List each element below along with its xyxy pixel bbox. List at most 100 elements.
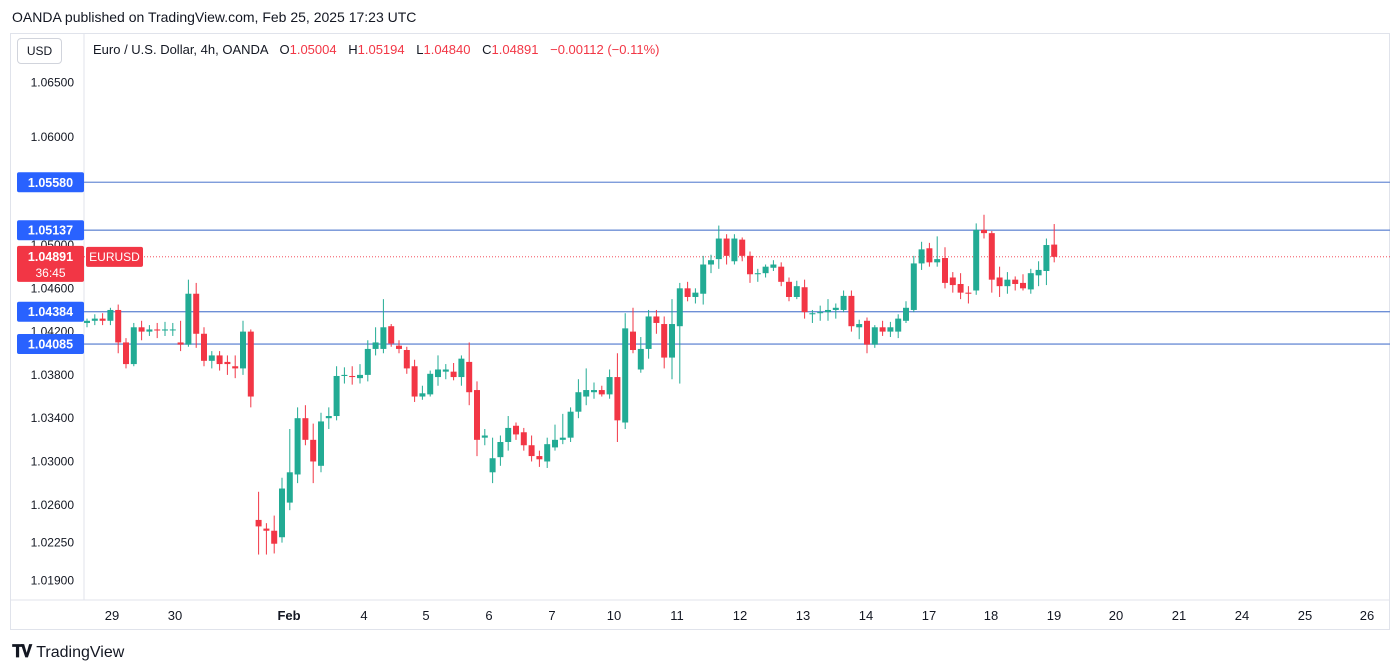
y-tick-label: 1.03800 xyxy=(31,368,75,382)
candle-body xyxy=(708,260,714,265)
candle-body xyxy=(138,327,145,332)
candle-body xyxy=(474,390,480,440)
level-badge xyxy=(17,172,84,193)
candle-body xyxy=(115,309,122,343)
y-tick-label: 1.03400 xyxy=(31,411,75,425)
candle-body xyxy=(786,281,792,297)
candle-body xyxy=(910,263,917,310)
x-tick-label: 10 xyxy=(607,608,621,623)
x-tick-label: 25 xyxy=(1298,608,1312,623)
candle-body xyxy=(926,248,933,263)
candle-body xyxy=(848,295,855,327)
candle-body xyxy=(606,377,613,395)
candle-body xyxy=(817,312,824,314)
candle-body xyxy=(637,348,644,370)
open-value: 1.05004 xyxy=(289,42,337,57)
x-tick-label: 30 xyxy=(168,608,182,623)
candle-body xyxy=(778,266,785,282)
x-tick-label: 7 xyxy=(548,608,555,623)
candle-body xyxy=(91,318,98,321)
candle-body xyxy=(201,333,207,361)
candle-body xyxy=(973,229,980,291)
candle-body xyxy=(240,331,246,369)
level-badge xyxy=(17,220,84,241)
candle-body xyxy=(497,441,504,458)
candle-body xyxy=(559,437,566,440)
low-value: 1.04840 xyxy=(423,42,471,57)
candle-body xyxy=(825,309,831,313)
candle-body xyxy=(622,328,629,423)
x-tick-label: 4 xyxy=(360,608,367,623)
candle-body xyxy=(403,350,410,369)
candle-body xyxy=(396,345,402,349)
x-tick-label: 17 xyxy=(922,608,936,623)
candle-body xyxy=(279,488,285,538)
candle-body xyxy=(419,393,426,397)
level-badge xyxy=(17,334,84,355)
candle-body xyxy=(856,324,863,328)
candle-body xyxy=(177,342,184,345)
candle-body xyxy=(723,238,730,256)
candle-body xyxy=(505,427,512,442)
candle-body xyxy=(575,392,582,412)
candle-body xyxy=(357,374,363,379)
candle-body xyxy=(700,264,707,294)
candle-body xyxy=(247,331,254,397)
candle-body xyxy=(372,342,379,349)
x-tick-label: 19 xyxy=(1047,608,1061,623)
y-tick-label: 1.06500 xyxy=(31,76,75,90)
candle-body xyxy=(864,320,870,345)
candle-body xyxy=(1043,245,1050,272)
y-tick-label: 1.02600 xyxy=(31,498,75,512)
candle-body xyxy=(598,390,605,395)
countdown-label: 36:45 xyxy=(35,266,65,280)
x-tick-label: 21 xyxy=(1172,608,1186,623)
x-tick-label: Feb xyxy=(277,608,300,623)
x-tick-label: 29 xyxy=(105,608,119,623)
candle-body xyxy=(489,458,496,473)
candle-body xyxy=(918,249,925,264)
y-tick-label: 1.02250 xyxy=(31,536,75,550)
candle-body xyxy=(715,238,722,260)
x-tick-label: 18 xyxy=(984,608,998,623)
candle-body xyxy=(567,411,574,438)
candle-body xyxy=(224,361,231,365)
candle-body xyxy=(318,421,324,466)
candle-body xyxy=(185,293,192,345)
candle-body xyxy=(458,358,465,378)
candle-body xyxy=(271,530,278,544)
candle-body xyxy=(669,324,675,358)
candle-body xyxy=(840,295,847,310)
candle-body xyxy=(107,309,114,321)
x-tick-label: 12 xyxy=(733,608,747,623)
candle-body xyxy=(1004,279,1011,287)
candle-body xyxy=(871,327,878,345)
candle-body xyxy=(349,375,356,378)
level-badge-label: 1.04085 xyxy=(28,338,73,352)
change-value: −0.00112 (−0.11%) xyxy=(550,42,660,57)
candle-body xyxy=(832,307,839,310)
currency-button[interactable]: USD xyxy=(17,38,62,64)
candle-body xyxy=(216,355,223,365)
candle-body xyxy=(996,277,1003,287)
last-price-label: 1.04891 xyxy=(28,250,73,264)
candle-body xyxy=(895,318,902,332)
candle-body xyxy=(193,293,200,334)
candle-body xyxy=(536,456,543,460)
candle-body xyxy=(583,390,590,397)
tradingview-logo[interactable]: 𝐓𝐕 TradingView xyxy=(12,642,125,661)
candle-body xyxy=(146,329,153,332)
candle-body xyxy=(1020,282,1026,289)
open-label: O xyxy=(279,42,290,57)
candle-body xyxy=(130,327,137,365)
candle-body xyxy=(934,259,941,263)
level-badge-label: 1.05580 xyxy=(28,176,73,190)
candle-body xyxy=(770,264,777,268)
low-label: L xyxy=(416,42,424,57)
candle-body xyxy=(388,326,395,344)
candle-body xyxy=(263,528,270,531)
x-tick-label: 20 xyxy=(1109,608,1123,623)
candle-body xyxy=(1035,269,1042,276)
candle-body xyxy=(949,277,956,286)
